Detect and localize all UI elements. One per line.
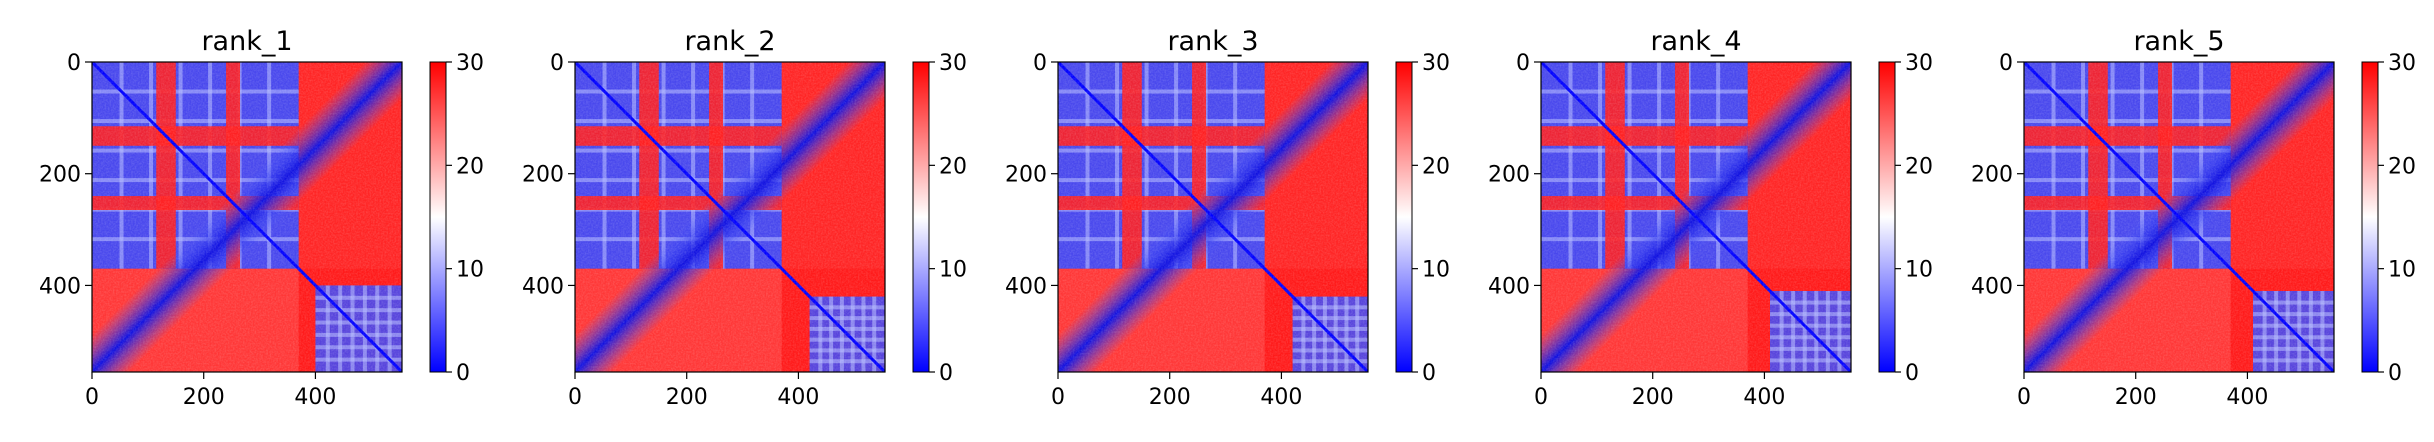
y-tick-label: 200 [39, 163, 81, 188]
colorbar-tick-label: 0 [456, 361, 470, 386]
x-tick-label: 400 [1743, 385, 1785, 410]
heatmap-cells [2024, 62, 2334, 372]
colorbar [1878, 61, 1896, 373]
colorbar-tick-label: 10 [2388, 258, 2416, 283]
x-tick-label: 0 [85, 385, 99, 410]
chart-title: rank_5 [2133, 26, 2224, 57]
colorbar-tick-label: 10 [1422, 258, 1450, 283]
colorbar-tick-label: 20 [939, 154, 967, 179]
colorbar [2361, 61, 2379, 373]
colorbar-tick-label: 10 [939, 258, 967, 283]
colorbar-tick-label: 30 [1422, 51, 1450, 76]
chart-title: rank_3 [1167, 26, 1258, 57]
colorbar-tick-label: 10 [456, 258, 484, 283]
colorbar-tick-label: 0 [1422, 361, 1436, 386]
heatmap-panel-2: rank_2 0 200 400 0 200 400 0 10 20 30 [522, 26, 967, 410]
x-tick-label: 0 [1051, 385, 1065, 410]
axes-frame [574, 61, 886, 373]
x-tick-label: 200 [1632, 385, 1674, 410]
colorbar-tick-label: 20 [1905, 154, 1933, 179]
x-tick-label: 400 [777, 385, 819, 410]
heatmap-panel-3: rank_3 0 200 400 0 200 400 0 10 20 30 [1005, 26, 1450, 410]
y-tick-label: 200 [1488, 163, 1530, 188]
heatmap-cells [575, 62, 885, 372]
axes-frame [91, 61, 403, 373]
x-tick-label: 0 [2017, 385, 2031, 410]
x-tick-label: 200 [183, 385, 225, 410]
y-tick-label: 200 [522, 163, 564, 188]
colorbar-tick-label: 0 [2388, 361, 2402, 386]
chart-title: rank_1 [201, 26, 292, 57]
heatmap-noise [1541, 62, 1851, 372]
x-tick-label: 400 [294, 385, 336, 410]
axes-frame [1540, 61, 1852, 373]
heatmap-panel-5: rank_5 0 200 400 0 200 400 0 10 20 30 [1971, 26, 2416, 410]
heatmap-panel-4: rank_4 0 200 400 0 200 400 0 10 20 30 [1488, 26, 1933, 410]
colorbar [1395, 61, 1413, 373]
heatmap-panel-1: rank_1 0 200 400 0 200 400 0 10 20 30 [39, 26, 484, 410]
heatmap-noise [1058, 62, 1368, 372]
x-tick-label: 400 [1260, 385, 1302, 410]
colorbar [912, 61, 930, 373]
x-tick-label: 0 [568, 385, 582, 410]
y-tick-label: 400 [1005, 274, 1047, 299]
colorbar-tick-label: 30 [456, 51, 484, 76]
x-tick-label: 200 [1149, 385, 1191, 410]
colorbar-tick-label: 20 [2388, 154, 2416, 179]
chart-title: rank_2 [684, 26, 775, 57]
colorbar [429, 61, 447, 373]
y-tick-label: 400 [1971, 274, 2013, 299]
axes-frame [1057, 61, 1369, 373]
heatmap-cells [92, 62, 402, 372]
colorbar-tick-label: 30 [2388, 51, 2416, 76]
colorbar-tick-label: 0 [939, 361, 953, 386]
y-tick-label: 400 [522, 274, 564, 299]
heatmap-noise [575, 62, 885, 372]
x-tick-label: 0 [1534, 385, 1548, 410]
chart-title: rank_4 [1650, 26, 1741, 57]
colorbar-tick-label: 20 [1422, 154, 1450, 179]
y-tick-label: 0 [67, 51, 81, 76]
heatmap-cells [1058, 62, 1368, 372]
x-tick-label: 200 [666, 385, 708, 410]
heatmap-noise [2024, 62, 2334, 372]
axes-frame [2023, 61, 2335, 373]
colorbar-tick-label: 30 [1905, 51, 1933, 76]
y-tick-label: 200 [1971, 163, 2013, 188]
y-tick-label: 200 [1005, 163, 1047, 188]
y-tick-label: 0 [1516, 51, 1530, 76]
x-tick-label: 400 [2226, 385, 2268, 410]
colorbar-tick-label: 0 [1905, 361, 1919, 386]
y-tick-label: 400 [1488, 274, 1530, 299]
y-tick-label: 0 [1033, 51, 1047, 76]
heatmap-cells [1541, 62, 1851, 372]
y-tick-label: 0 [550, 51, 564, 76]
x-tick-label: 200 [2115, 385, 2157, 410]
y-tick-label: 0 [1999, 51, 2013, 76]
y-tick-label: 400 [39, 274, 81, 299]
colorbar-tick-label: 20 [456, 154, 484, 179]
colorbar-tick-label: 30 [939, 51, 967, 76]
colorbar-tick-label: 10 [1905, 258, 1933, 283]
heatmap-noise [92, 62, 402, 372]
